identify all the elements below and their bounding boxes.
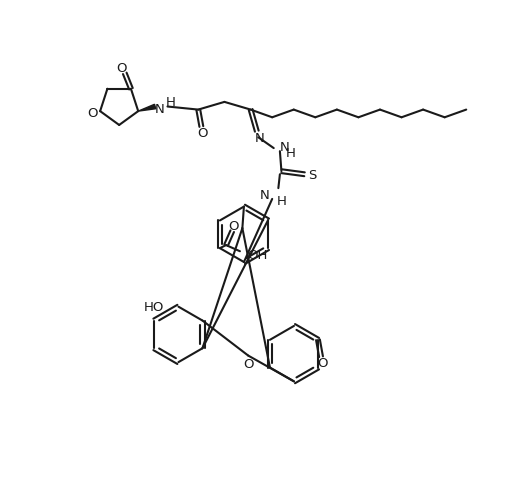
Text: S: S	[308, 168, 316, 182]
Text: HO: HO	[144, 301, 165, 314]
Text: O: O	[318, 357, 328, 370]
Text: O: O	[198, 127, 208, 140]
Text: O: O	[116, 61, 127, 75]
Text: H: H	[286, 147, 296, 160]
Text: O: O	[87, 107, 97, 120]
Text: O: O	[243, 357, 254, 370]
Text: H: H	[277, 195, 287, 208]
Text: N: N	[259, 188, 269, 201]
Text: OH: OH	[248, 248, 268, 261]
Text: H: H	[166, 96, 176, 109]
Text: N: N	[255, 132, 265, 145]
Text: N: N	[280, 141, 290, 154]
Text: N: N	[155, 102, 165, 115]
Text: O: O	[228, 219, 239, 232]
Polygon shape	[138, 105, 156, 112]
